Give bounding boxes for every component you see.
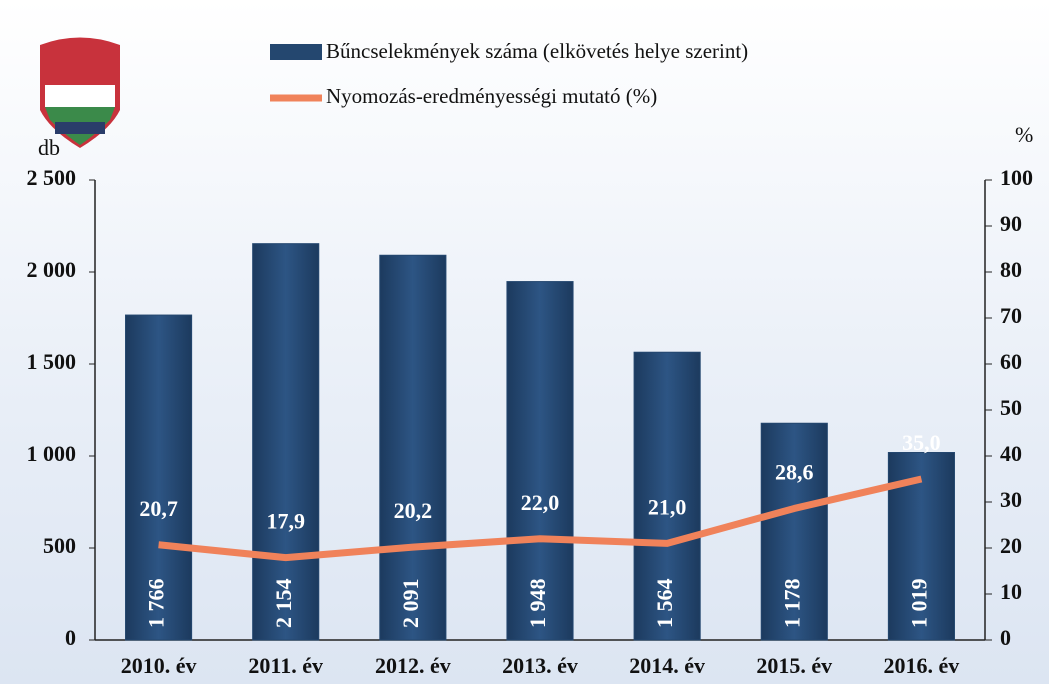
y2-tick-label: 0 (1000, 625, 1011, 650)
y2-tick-label: 50 (1000, 395, 1022, 420)
line-value-label: 35,0 (902, 430, 941, 455)
bar (379, 254, 447, 641)
line-value-label: 20,2 (394, 498, 433, 523)
line-value-label: 20,7 (139, 496, 178, 521)
line-value-label: 22,0 (521, 490, 560, 515)
x-tick-label: 2014. év (629, 653, 705, 678)
y-tick-label: 500 (43, 533, 76, 558)
x-tick-label: 2016. év (884, 653, 960, 678)
x-tick-label: 2015. év (756, 653, 832, 678)
y-tick-label: 1 500 (27, 349, 77, 374)
line-value-label: 21,0 (648, 494, 687, 519)
legend-label: Nyomozás-eredményességi mutató (%) (326, 84, 657, 108)
y2-tick-label: 80 (1000, 257, 1022, 282)
y2-tick-label: 70 (1000, 303, 1022, 328)
bar (506, 281, 574, 641)
bar (125, 314, 193, 641)
bar-value-label: 1 766 (144, 579, 169, 629)
x-tick-label: 2010. év (121, 653, 197, 678)
y-axis-label: db (38, 135, 60, 160)
y-tick-label: 1 000 (27, 441, 77, 466)
bar (633, 351, 701, 641)
legend-label: Bűncselekmények száma (elkövetés helye s… (326, 39, 748, 63)
y2-tick-label: 10 (1000, 579, 1022, 604)
bar-value-label: 2 154 (271, 579, 296, 629)
legend-swatch (270, 44, 322, 60)
y2-tick-label: 60 (1000, 349, 1022, 374)
bar (760, 422, 828, 641)
y2-tick-label: 100 (1000, 165, 1033, 190)
line-value-label: 28,6 (775, 459, 814, 484)
logo (40, 37, 120, 148)
y2-tick-label: 40 (1000, 441, 1022, 466)
y2-tick-label: 20 (1000, 533, 1022, 558)
bar-value-label: 1 564 (652, 579, 677, 629)
x-tick-label: 2012. év (375, 653, 451, 678)
y2-axis-label: % (1015, 122, 1033, 147)
line-value-label: 17,9 (266, 509, 305, 534)
bar-value-label: 1 019 (906, 579, 931, 629)
x-tick-label: 2011. év (248, 653, 323, 678)
line (158, 475, 923, 562)
x-tick-label: 2013. év (502, 653, 578, 678)
bar-value-label: 2 091 (398, 579, 423, 629)
y-tick-label: 2 000 (27, 257, 77, 282)
bar (252, 243, 320, 641)
y-tick-label: 0 (65, 625, 76, 650)
bar-value-label: 1 948 (525, 579, 550, 629)
y-tick-label: 2 500 (27, 165, 77, 190)
bar-value-label: 1 178 (779, 579, 804, 629)
y2-tick-label: 30 (1000, 487, 1022, 512)
y2-tick-label: 90 (1000, 211, 1022, 236)
